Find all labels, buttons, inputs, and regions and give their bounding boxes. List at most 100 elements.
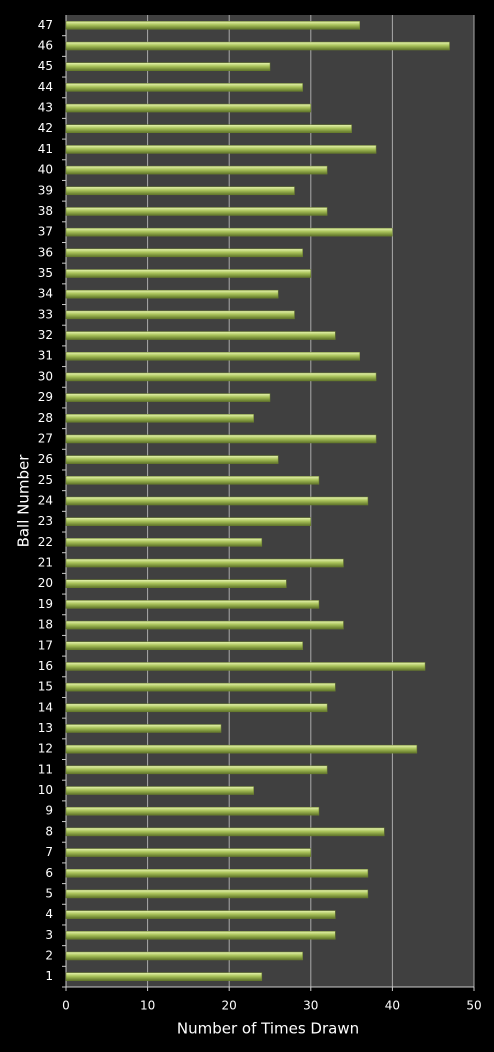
x-tick-label: 20: [222, 999, 237, 1013]
bar: [65, 476, 320, 485]
y-tick-label: 32: [38, 328, 53, 342]
x-tick-label: 30: [303, 999, 318, 1013]
y-tick-label: 6: [45, 866, 53, 880]
bar: [65, 310, 295, 320]
y-tick-label: 21: [38, 556, 53, 570]
bar: [65, 103, 312, 113]
y-tick-label: 7: [45, 845, 53, 859]
bar: [65, 931, 336, 940]
y-axis-title: Ball Number: [15, 454, 33, 548]
y-tick-label: 38: [38, 204, 53, 218]
bar: [65, 434, 377, 444]
y-tick-label: 36: [38, 245, 53, 259]
bar: [65, 21, 361, 30]
bar: [65, 331, 336, 340]
y-tick-label: 4: [45, 907, 53, 921]
y-tick-label: 42: [38, 121, 53, 135]
bar: [65, 124, 352, 133]
bar: [65, 207, 328, 216]
y-tick-label: 5: [45, 886, 53, 900]
x-tick-label: 40: [385, 999, 400, 1013]
bar: [65, 641, 303, 651]
bar: [65, 848, 312, 857]
bar: [65, 786, 254, 795]
y-tick-label: 25: [38, 473, 53, 487]
bar: [65, 538, 263, 547]
y-tick-label: 37: [38, 225, 53, 239]
bar: [65, 910, 336, 919]
bar: [65, 83, 303, 92]
y-tick-label: 41: [38, 142, 53, 156]
bar: [65, 889, 369, 899]
y-tick-label: 15: [38, 680, 53, 694]
bar: [65, 724, 222, 733]
bar: [65, 869, 369, 878]
x-tick-label: 50: [466, 999, 481, 1013]
y-tick-label: 18: [38, 618, 53, 632]
bar: [65, 600, 320, 609]
y-tick-label: 26: [38, 452, 53, 466]
y-tick-label: 14: [38, 700, 53, 714]
y-tick-label: 31: [38, 349, 53, 363]
bar: [65, 372, 377, 382]
y-tick-label: 29: [38, 390, 53, 404]
y-tick-label: 9: [45, 804, 53, 818]
bar: [65, 806, 320, 816]
y-tick-label: 11: [38, 762, 53, 776]
y-tick-label: 33: [38, 307, 53, 321]
y-tick-label: 43: [38, 101, 53, 115]
y-tick-label: 24: [38, 494, 53, 508]
bar: [65, 62, 271, 71]
y-tick-label: 34: [38, 287, 53, 301]
x-tick-label: 0: [62, 999, 70, 1013]
y-tick-label: 3: [45, 928, 53, 942]
bar: [65, 517, 312, 526]
y-tick-label: 12: [38, 742, 53, 756]
bar: [65, 145, 377, 154]
bar: [65, 455, 279, 464]
bar: [65, 41, 450, 51]
bar: [65, 269, 312, 278]
y-tick-label: 35: [38, 266, 53, 280]
y-tick-label: 19: [38, 597, 53, 611]
y-tick-label: 13: [38, 721, 53, 735]
bar: [65, 165, 328, 175]
bar: [65, 227, 393, 237]
y-tick-label: 46: [38, 39, 53, 53]
y-tick-label: 45: [38, 59, 53, 73]
y-tick-label: 20: [38, 576, 53, 590]
y-tick-label: 2: [45, 948, 53, 962]
bar: [65, 765, 328, 775]
x-axis-title: Number of Times Drawn: [177, 1020, 359, 1038]
y-tick-label: 16: [38, 659, 53, 673]
y-tick-label: 23: [38, 514, 53, 528]
y-tick-label: 1: [45, 969, 53, 983]
y-tick-label: 47: [38, 18, 53, 32]
y-tick-label: 40: [38, 163, 53, 177]
bar: [65, 186, 295, 196]
bar: [65, 248, 303, 258]
bar: [65, 951, 303, 961]
y-tick-label: 8: [45, 824, 53, 838]
bar: [65, 703, 328, 713]
y-tick-label: 39: [38, 183, 53, 197]
bar: [65, 289, 279, 299]
y-tick-label: 27: [38, 431, 53, 445]
bar: [65, 393, 271, 402]
y-tick-label: 17: [38, 638, 53, 652]
y-tick-label: 10: [38, 783, 53, 797]
y-tick-label: 30: [38, 369, 53, 383]
bar: [65, 972, 263, 981]
bar: [65, 620, 344, 630]
bar: [65, 579, 287, 588]
y-tick-label: 44: [38, 80, 53, 94]
bar: [65, 682, 336, 692]
bar: [65, 662, 426, 671]
x-tick-label: 10: [140, 999, 155, 1013]
bar: [65, 496, 369, 506]
bar: [65, 414, 254, 423]
y-tick-label: 22: [38, 535, 53, 549]
bar: [65, 744, 418, 754]
bar: [65, 558, 344, 568]
